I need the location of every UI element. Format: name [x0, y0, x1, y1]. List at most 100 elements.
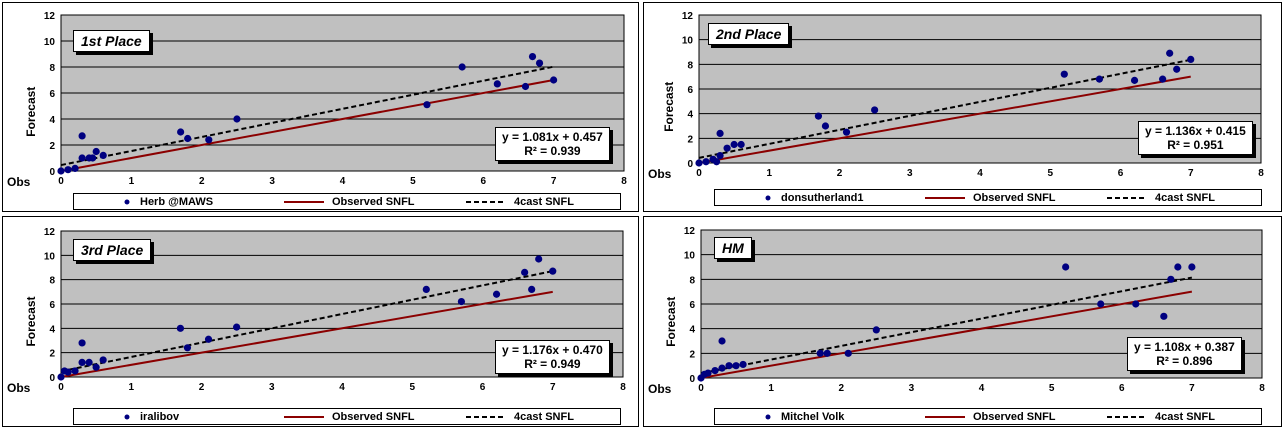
data-point: [57, 167, 65, 175]
x-tick-label: 4: [339, 382, 345, 393]
data-point: [549, 267, 557, 275]
legend-swatch: [1107, 196, 1147, 199]
legend-label: iralibov: [140, 410, 180, 423]
y-tick-label: 4: [49, 115, 55, 126]
x-tick-label: 7: [550, 382, 556, 393]
chart-panel-1st-place: 0 2 4 6 8 10 12 0 1 2 3 4 5 6 7 8 Forecast Obs 1st Place y …: [2, 2, 639, 212]
legend-label: Observed SNFL: [332, 195, 415, 208]
place-label: 2nd Place: [708, 23, 790, 45]
x-tick-label: 0: [698, 383, 704, 394]
legend-swatch: [466, 415, 506, 418]
y-tick-label: 12: [684, 226, 696, 237]
y-tick-label: 2: [49, 349, 55, 360]
data-point: [1132, 300, 1140, 308]
x-tick-label: 2: [199, 176, 205, 187]
place-label: HM: [714, 237, 752, 259]
data-point: [844, 349, 852, 357]
x-tick-label: 8: [621, 176, 627, 187]
trendline-equation: y = 1.108x + 0.387 R² = 0.896: [1127, 337, 1242, 371]
y-tick-label: 0: [49, 167, 55, 178]
legend: donsutherland1 Observed SNFL 4cast SNFL: [714, 189, 1262, 206]
data-point: [716, 152, 724, 160]
forecast-trend-line: [60, 65, 554, 167]
y-tick-label: 4: [49, 324, 55, 335]
data-point: [737, 140, 745, 149]
legend-item: Observed SNFL: [284, 409, 415, 424]
x-tick-label: 5: [1049, 383, 1055, 394]
data-point: [233, 115, 241, 123]
x-tick-label: 8: [1258, 168, 1264, 179]
x-tick-label: 0: [696, 168, 702, 179]
data-point: [183, 344, 192, 352]
y-tick-label: 0: [687, 159, 693, 170]
x-tick-label: 1: [129, 176, 135, 187]
data-point: [739, 360, 747, 369]
x-tick-label: 5: [409, 382, 415, 393]
legend-item: Observed SNFL: [925, 409, 1056, 424]
data-point: [528, 285, 536, 293]
y-axis-label: Forecast: [662, 82, 676, 132]
data-point: [78, 358, 86, 366]
data-point: [871, 106, 879, 114]
chart-panel-hm: 0 2 4 6 8 10 12 0 1 2 3 4 5 6 7 8 Forecast Obs HM y = 1.108…: [643, 216, 1282, 427]
data-point: [535, 59, 544, 67]
x-axis-label: Obs: [648, 382, 672, 396]
x-tick-label: 2: [838, 383, 844, 394]
x-tick-label: 5: [1047, 168, 1053, 179]
r-squared-text: R² = 0.896: [1156, 354, 1213, 368]
y-axis-label: Forecast: [24, 87, 38, 137]
y-tick-label: 0: [689, 374, 695, 385]
data-point: [823, 349, 831, 357]
legend-swatch: [124, 199, 130, 204]
data-point: [1167, 275, 1175, 283]
chart-panel-3rd-place: 0 2 4 6 8 10 12 0 1 2 3 4 5 6 7 8 Forecast Obs 3rd Place y …: [2, 216, 639, 427]
observed-snfl-line: [60, 79, 554, 172]
data-point: [92, 363, 100, 371]
data-point: [702, 158, 710, 166]
legend-label: 4cast SNFL: [1155, 410, 1215, 423]
forecast-trend-line: [700, 276, 1193, 375]
y-tick-label: 0: [49, 373, 55, 384]
y-tick-label: 10: [44, 251, 56, 262]
legend-item: iralibov: [122, 409, 179, 424]
x-axis-label: Obs: [7, 381, 31, 395]
data-point: [535, 255, 543, 263]
legend: Herb @MAWS Observed SNFL 4cast SNFL: [73, 193, 621, 210]
forecast-trend-line: [698, 58, 1191, 159]
forecast-trend-line: [60, 270, 553, 373]
trendline-equation: y = 1.136x + 0.415 R² = 0.951: [1138, 121, 1253, 155]
chart-panel-2nd-place: 0 2 4 6 8 10 12 0 1 2 3 4 5 6 7 8 Forecast Obs 2nd Place y …: [643, 2, 1282, 212]
x-tick-label: 4: [979, 383, 985, 394]
data-point: [1130, 76, 1139, 84]
data-point: [99, 356, 107, 364]
legend-swatch: [1107, 415, 1147, 418]
data-point: [723, 144, 731, 152]
y-tick-label: 10: [682, 36, 694, 47]
data-point: [1174, 263, 1182, 271]
data-point: [695, 159, 703, 167]
x-tick-label: 6: [1119, 383, 1125, 394]
data-point: [528, 53, 537, 61]
legend-item: Observed SNFL: [925, 190, 1056, 205]
r-squared-text: R² = 0.939: [524, 144, 581, 158]
y-tick-label: 12: [44, 11, 56, 22]
x-tick-label: 0: [58, 382, 64, 393]
x-tick-label: 3: [269, 176, 275, 187]
data-point: [99, 151, 107, 159]
x-tick-label: 7: [1188, 168, 1194, 179]
data-point: [64, 368, 72, 376]
data-point: [1188, 263, 1196, 271]
y-tick-label: 8: [689, 275, 695, 286]
legend-label: Observed SNFL: [973, 191, 1056, 204]
data-point: [1166, 49, 1174, 57]
data-point: [716, 129, 724, 137]
x-tick-label: 2: [837, 168, 843, 179]
legend-label: Observed SNFL: [332, 410, 415, 423]
x-tick-label: 0: [58, 176, 64, 187]
legend-swatch: [925, 196, 965, 199]
equation-text: y = 1.176x + 0.470: [502, 343, 603, 357]
data-point: [712, 158, 721, 166]
data-point: [89, 154, 97, 162]
x-tick-label: 6: [1118, 168, 1124, 179]
